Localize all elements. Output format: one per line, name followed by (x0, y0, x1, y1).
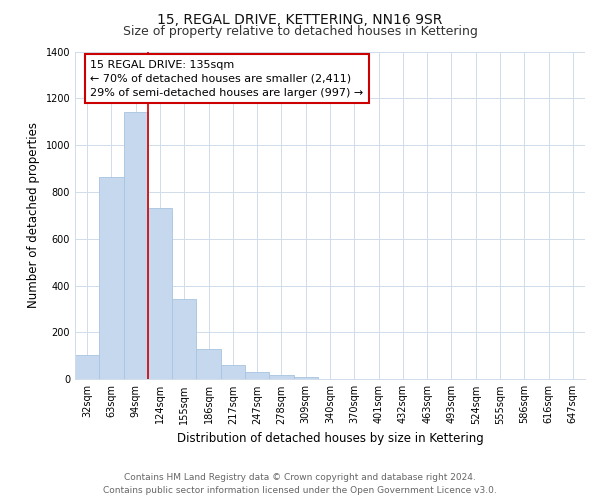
Bar (269, 375, 293, 380)
Bar (221, 365, 245, 380)
Bar (148, 208, 172, 380)
Bar (196, 349, 221, 380)
Bar (172, 299, 196, 380)
Y-axis label: Number of detached properties: Number of detached properties (27, 122, 40, 308)
Text: Size of property relative to detached houses in Kettering: Size of property relative to detached ho… (122, 25, 478, 38)
Text: 15 REGAL DRIVE: 135sqm
← 70% of detached houses are smaller (2,411)
29% of semi-: 15 REGAL DRIVE: 135sqm ← 70% of detached… (91, 60, 364, 98)
Bar (100, 177, 124, 380)
X-axis label: Distribution of detached houses by size in Kettering: Distribution of detached houses by size … (176, 432, 484, 445)
Bar (245, 372, 269, 380)
Text: 15, REGAL DRIVE, KETTERING, NN16 9SR: 15, REGAL DRIVE, KETTERING, NN16 9SR (157, 12, 443, 26)
Bar (124, 112, 148, 380)
Text: Contains HM Land Registry data © Crown copyright and database right 2024.
Contai: Contains HM Land Registry data © Crown c… (103, 473, 497, 495)
Bar (75, 354, 100, 380)
Bar (293, 377, 318, 380)
